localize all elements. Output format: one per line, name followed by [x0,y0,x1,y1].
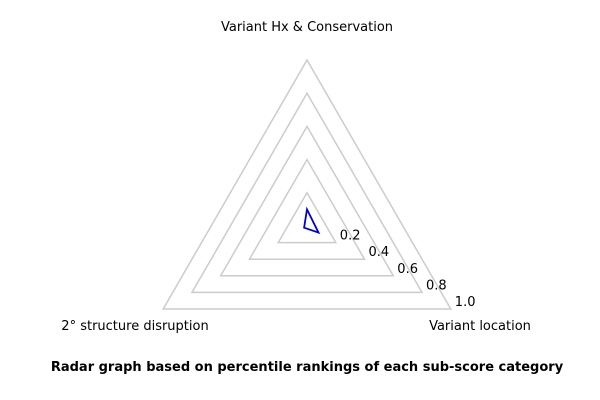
grid-ring-2 [248,158,366,260]
grid-ring-1 [276,191,338,244]
radar-grid [161,58,453,310]
axis-label-top: Variant Hx & Conservation [221,20,393,35]
axis-label-bottom-right: Variant location [429,319,531,334]
grid-ring-4 [190,91,424,294]
tick-label-2: 0.4 [369,245,390,260]
radar-tick-labels: 0.2 0.4 0.6 0.8 1.0 [340,229,476,310]
tick-label-1: 0.2 [340,229,361,244]
tick-label-4: 0.8 [426,278,447,293]
axis-label-bottom-left: 2° structure disruption [61,319,208,334]
series-polygon-1 [303,206,321,235]
grid-ring-3 [219,124,395,277]
chart-title: Radar graph based on percentile rankings… [51,360,564,375]
tick-label-5: 1.0 [455,295,476,310]
radar-series [303,206,321,235]
grid-ring-5 [161,58,453,310]
tick-label-3: 0.6 [397,262,418,277]
